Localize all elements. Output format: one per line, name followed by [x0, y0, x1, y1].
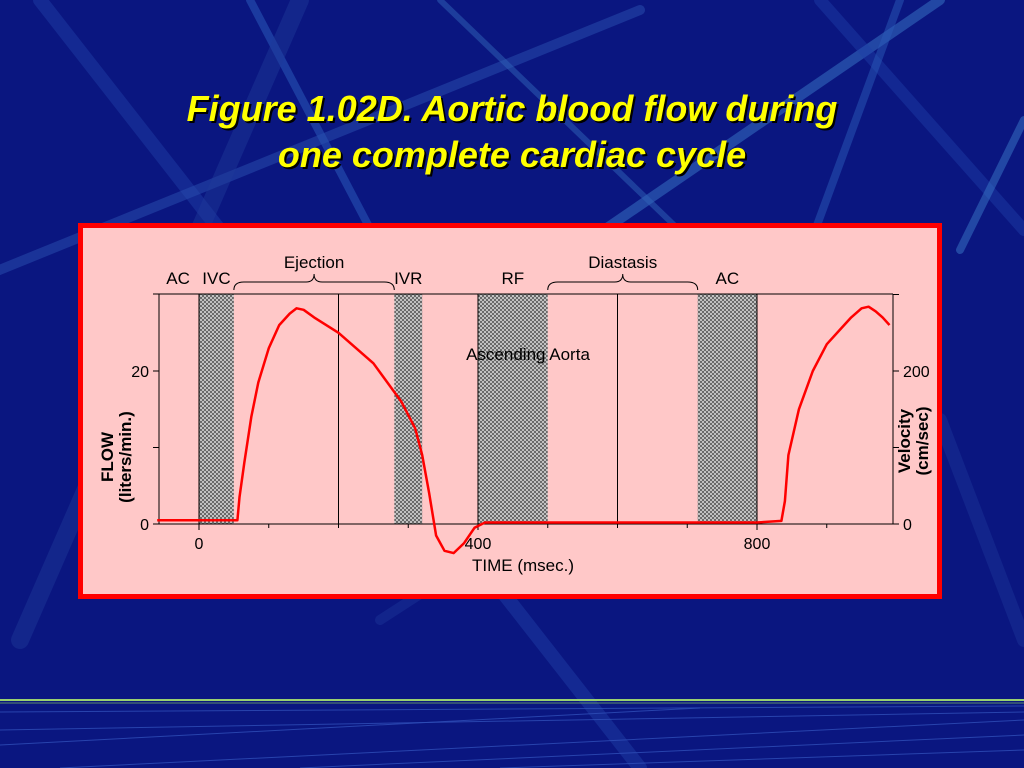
chart-title: Ascending Aorta — [466, 345, 590, 364]
phase-label-ac: AC — [166, 269, 190, 288]
phase-shade-ac — [697, 294, 757, 524]
right-axis-label-line-1: Velocity — [895, 408, 914, 473]
phase-brace-diastasis — [547, 273, 699, 291]
x-tick-label: 0 — [195, 536, 204, 553]
slide-title-line-1: Figure 1.02D. Aortic blood flow during — [186, 88, 838, 129]
right-axis-label-line-2: (cm/sec) — [913, 407, 932, 476]
phase-label-ejection: Ejection — [284, 253, 344, 272]
left-tick-label: 20 — [131, 364, 149, 381]
left-axis-label-line-1: FLOW — [98, 431, 117, 482]
aortic-flow-curve — [157, 305, 891, 555]
phase-label-rf: RF — [502, 269, 525, 288]
x-tick-label: 400 — [465, 536, 492, 553]
figure-panel: 0 400 800 0 20 0 200 AC IVC Ejection IVR RF Diastas… — [78, 223, 942, 599]
phase-shade-rf — [478, 294, 548, 524]
right-tick-label: 200 — [903, 364, 930, 381]
phase-brace-ejection — [233, 273, 395, 291]
left-axis-label-line-2: (liters/min.) — [116, 411, 135, 503]
phase-label-ivr: IVR — [394, 269, 422, 288]
phase-shade-ivc — [199, 294, 234, 524]
right-tick-label: 0 — [903, 517, 912, 534]
phase-label-diastasis: Diastasis — [588, 253, 657, 272]
left-tick-label: 0 — [140, 517, 149, 534]
slide-title-line-2: one complete cardiac cycle — [277, 134, 747, 175]
x-axis-label: TIME (msec.) — [472, 556, 574, 575]
x-tick-label: 800 — [744, 536, 771, 553]
phase-label-ivc: IVC — [202, 269, 230, 288]
phase-shade-ivr — [394, 294, 423, 524]
slide-title: Figure 1.02D. Aortic blood flow during o… — [60, 86, 964, 178]
phase-label-ac: AC — [716, 269, 740, 288]
